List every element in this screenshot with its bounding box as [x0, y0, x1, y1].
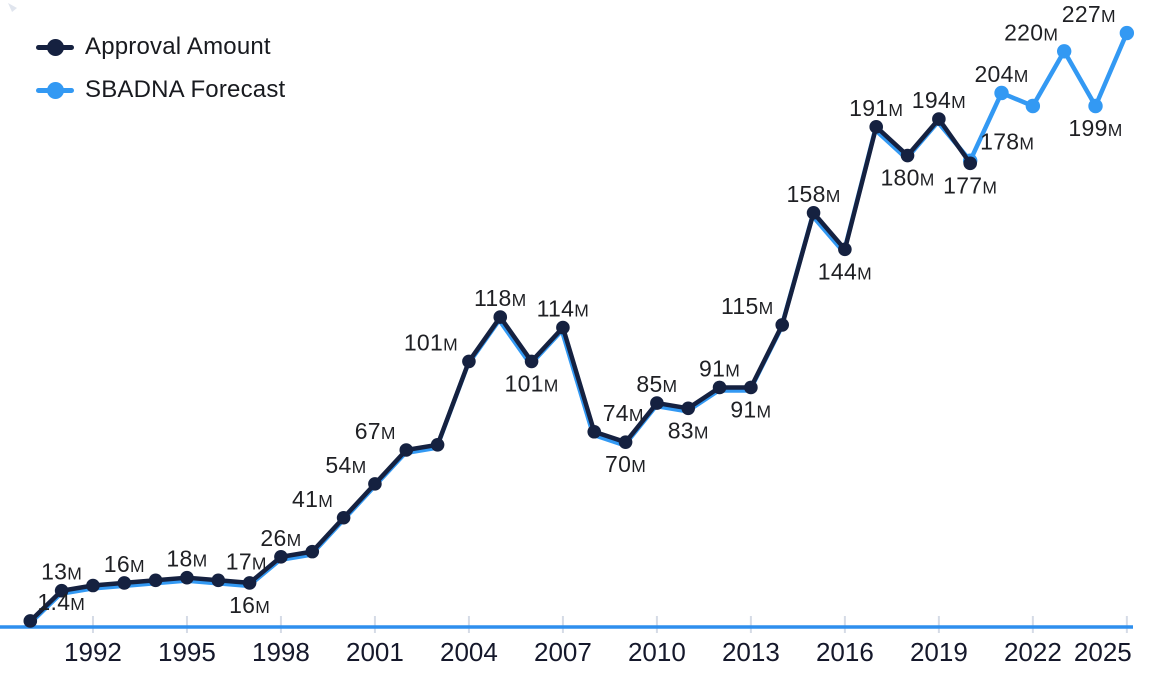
approval-label-1998: 26M: [260, 525, 301, 551]
forecast-series-marker-icon: [36, 81, 74, 99]
forecast-label-2025: 227M: [1062, 1, 1116, 27]
forecast-point-2022[interactable]: [1025, 98, 1041, 114]
approval-point-2008[interactable]: [587, 424, 602, 439]
approval-point-1996[interactable]: [211, 573, 226, 588]
approval-label-2012: 91M: [699, 355, 740, 381]
x-axis-tick-label: 2004: [440, 637, 498, 667]
forecast-point-2021[interactable]: [994, 85, 1009, 101]
approval-label-2019: 194M: [912, 87, 966, 113]
forecast-label-2024: 199M: [1068, 115, 1122, 141]
legend: Approval Amount SBADNA Forecast: [36, 33, 285, 104]
x-axis-tick-label: 2007: [534, 637, 592, 667]
approval-point-2004[interactable]: [462, 354, 476, 369]
approval-label-2004: 101M: [404, 329, 458, 355]
approval-point-2018[interactable]: [900, 148, 915, 163]
x-axis-tick-label: 2016: [816, 637, 874, 667]
approval-series-marker-icon: [36, 38, 74, 56]
approval-label-1997: 16M: [229, 592, 270, 618]
forecast-label-2021: 204M: [974, 61, 1028, 87]
x-axis-tick-label: 1992: [64, 637, 122, 667]
approval-point-1992[interactable]: [86, 578, 100, 593]
approval-label-2005: 118M: [474, 285, 526, 311]
approval-point-1997[interactable]: [242, 576, 257, 590]
approval-point-2016[interactable]: [838, 242, 852, 257]
approval-point-1994[interactable]: [148, 573, 163, 588]
approval-point-1999[interactable]: [305, 544, 320, 559]
approval-point-2009[interactable]: [618, 435, 633, 449]
legend-label-approval-amount: Approval Amount: [85, 33, 271, 60]
approval-label-2009: 70M: [605, 451, 646, 477]
forecast-point-2024[interactable]: [1088, 98, 1103, 114]
x-axis-tick-label: 2019: [910, 637, 968, 667]
approval-label-2008: 74M: [603, 400, 644, 426]
approval-point-2002[interactable]: [399, 443, 414, 457]
forecast-line: [27, 30, 1130, 627]
legend-label-sbadna-forecast: SBADNA Forecast: [85, 76, 286, 103]
legend-item-sbadna-forecast[interactable]: SBADNA Forecast: [36, 76, 285, 104]
approval-label-2010: 85M: [636, 371, 677, 397]
approval-label-2006: 101M: [504, 370, 558, 396]
approval-point-2000[interactable]: [336, 510, 351, 525]
approval-label-2016: 144M: [818, 258, 872, 284]
approval-point-1995[interactable]: [180, 570, 194, 585]
forecast-label-2023: 220M: [1004, 19, 1058, 45]
approval-point-2007[interactable]: [556, 320, 570, 335]
approval-point-2013[interactable]: [744, 380, 758, 395]
approval-point-2017[interactable]: [869, 120, 884, 134]
cursor-artifact: [8, 3, 17, 12]
approval-label-1995: 18M: [166, 546, 207, 572]
approval-point-2005[interactable]: [493, 310, 508, 324]
approval-point-2020[interactable]: [963, 156, 977, 171]
approval-point-2014[interactable]: [775, 318, 790, 332]
approval-label-2001: 54M: [325, 452, 366, 478]
approval-point-2003[interactable]: [430, 437, 445, 452]
approval-label-2014: 115M: [721, 293, 773, 319]
forecast-label-2020: 178M: [980, 129, 1034, 155]
approval-point-2001[interactable]: [368, 477, 382, 491]
approval-label-2018: 180M: [880, 165, 934, 191]
approval-label-1996: 17M: [226, 548, 267, 574]
x-axis-tick-label: 2001: [346, 637, 404, 667]
approval-label-2007: 114M: [537, 296, 589, 322]
x-axis-tick-label: 2010: [628, 637, 686, 667]
approval-point-1990[interactable]: [23, 614, 38, 628]
legend-item-approval-amount[interactable]: Approval Amount: [36, 33, 285, 61]
approval-label-1993: 16M: [104, 551, 145, 577]
x-axis-tick-label: 2013: [722, 637, 780, 667]
x-axis-tick-label: 1998: [252, 637, 310, 667]
forecast-point-2025[interactable]: [1119, 25, 1135, 41]
approval-point-2019[interactable]: [932, 112, 946, 126]
approval-label-1991: 13M: [41, 559, 82, 585]
approval-point-2011[interactable]: [681, 401, 696, 416]
approval-point-1991[interactable]: [54, 583, 69, 598]
x-axis-tick-label: 1995: [158, 637, 216, 667]
approval-label-2017: 191M: [849, 95, 903, 121]
approval-point-2006[interactable]: [524, 354, 539, 369]
approval-point-1998[interactable]: [274, 550, 288, 564]
approval-label-2020: 177M: [943, 172, 997, 198]
forecast-point-2023[interactable]: [1056, 44, 1072, 59]
approval-label-2015: 158M: [786, 181, 840, 207]
approval-label-2002: 67M: [355, 418, 396, 444]
approval-label-2013: 91M: [730, 396, 771, 422]
approval-point-2010[interactable]: [650, 396, 664, 410]
approval-label-2011: 83M: [668, 417, 709, 443]
approval-point-2015[interactable]: [806, 206, 821, 220]
approval-label-2000: 41M: [292, 486, 333, 512]
approval-label-1990: 1.4M: [37, 589, 85, 615]
x-axis-tick-label: 2025: [1074, 637, 1132, 667]
x-axis-tick-label: 2022: [1004, 637, 1062, 667]
approval-point-1993[interactable]: [117, 576, 132, 590]
approval-point-2012[interactable]: [712, 380, 727, 395]
